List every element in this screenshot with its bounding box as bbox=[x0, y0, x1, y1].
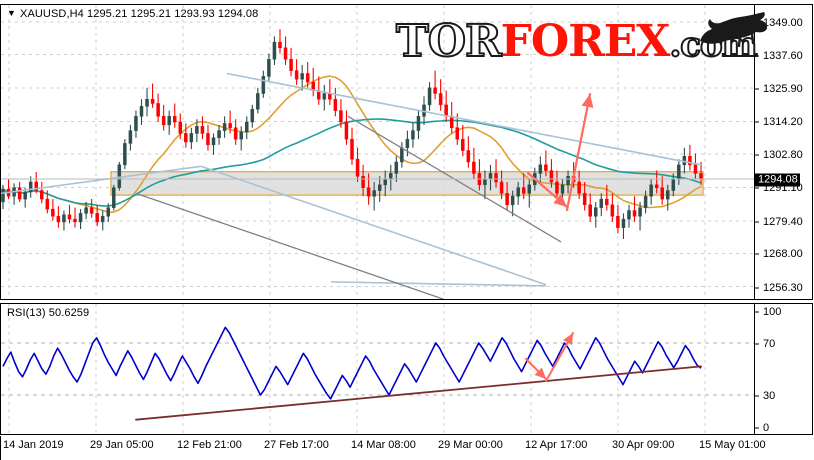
price-axis-tick bbox=[755, 55, 759, 57]
price-plot-area[interactable] bbox=[1, 5, 754, 299]
time-axis-label: 29 Mar 00:00 bbox=[438, 439, 503, 451]
current-price-badge: 1294.08 bbox=[755, 173, 800, 187]
time-axis-label: 14 Jan 2019 bbox=[3, 439, 64, 451]
bull-icon bbox=[700, 12, 768, 47]
price-axis-label: 1314.20 bbox=[763, 116, 803, 129]
time-axis-label: 15 May 01:00 bbox=[699, 439, 766, 451]
torforex-logo: TORFOREX.com bbox=[395, 12, 768, 69]
price-axis-label: 1349.00 bbox=[763, 17, 803, 30]
time-axis: 14 Jan 2019 29 Jan 05:00 12 Feb 21:00 27 Fe… bbox=[0, 436, 813, 460]
logo-forex: FOREX bbox=[500, 16, 671, 67]
price-axis: 1349.00 1337.60 1325.90 1314.20 1302.80 1291.… bbox=[754, 5, 812, 299]
rsi-axis: 100 70 30 0 bbox=[754, 304, 812, 434]
price-axis-label: 1325.90 bbox=[763, 83, 803, 96]
time-axis-label: 30 Apr 09:00 bbox=[612, 439, 675, 451]
rsi-axis-tick bbox=[755, 311, 759, 313]
rsi-title: RSI(13) 50.6259 bbox=[7, 307, 90, 319]
rsi-axis-label: 70 bbox=[763, 338, 776, 350]
price-axis-tick bbox=[755, 253, 759, 255]
rsi-axis-tick bbox=[755, 427, 759, 429]
price-axis-tick bbox=[755, 221, 759, 223]
price-axis-label: 1337.60 bbox=[763, 49, 803, 62]
logo-tor: TOR bbox=[395, 16, 503, 67]
time-axis-label: 12 Apr 17:00 bbox=[525, 439, 588, 451]
price-axis-label: 1268.00 bbox=[763, 248, 803, 261]
rsi-plot-area[interactable] bbox=[1, 304, 754, 434]
rsi-axis-label: 100 bbox=[763, 306, 782, 318]
price-axis-tick bbox=[755, 121, 759, 123]
price-axis-tick bbox=[755, 187, 759, 189]
time-axis-label: 12 Feb 21:00 bbox=[177, 439, 242, 451]
price-axis-tick bbox=[755, 154, 759, 156]
rsi-axis-label: 0 bbox=[763, 422, 770, 434]
rsi-indicator-panel[interactable]: 100 70 30 0 RSI(13) 50.6259 bbox=[0, 303, 813, 435]
rsi-axis-tick bbox=[755, 395, 759, 397]
chart-header-text: XAUUSD,H4 1295.21 1295.21 1293.93 1294.0… bbox=[20, 8, 259, 20]
rsi-chart-svg bbox=[1, 304, 754, 434]
time-axis-label: 29 Jan 05:00 bbox=[90, 439, 154, 451]
price-chart-panel[interactable]: 1349.00 1337.60 1325.90 1314.20 1302.80 1291.… bbox=[0, 4, 813, 300]
price-axis-label: 1256.30 bbox=[763, 281, 803, 294]
price-axis-tick bbox=[755, 88, 759, 90]
price-axis-label: 1302.80 bbox=[763, 148, 803, 161]
rsi-axis-tick bbox=[755, 343, 759, 345]
time-axis-label: 14 Mar 08:00 bbox=[351, 439, 416, 451]
price-chart-svg bbox=[1, 5, 754, 299]
price-axis-tick bbox=[755, 287, 759, 289]
rsi-axis-label: 30 bbox=[763, 390, 776, 402]
collapse-caret-icon[interactable]: ▼ bbox=[7, 8, 17, 18]
logo-wordmark: TORFOREX.com bbox=[395, 16, 759, 68]
price-axis-label: 1279.40 bbox=[763, 215, 803, 228]
time-axis-label: 27 Feb 17:00 bbox=[264, 439, 329, 451]
chart-header: ▼ XAUUSD,H4 1295.21 1295.21 1293.93 1294.… bbox=[7, 8, 258, 20]
